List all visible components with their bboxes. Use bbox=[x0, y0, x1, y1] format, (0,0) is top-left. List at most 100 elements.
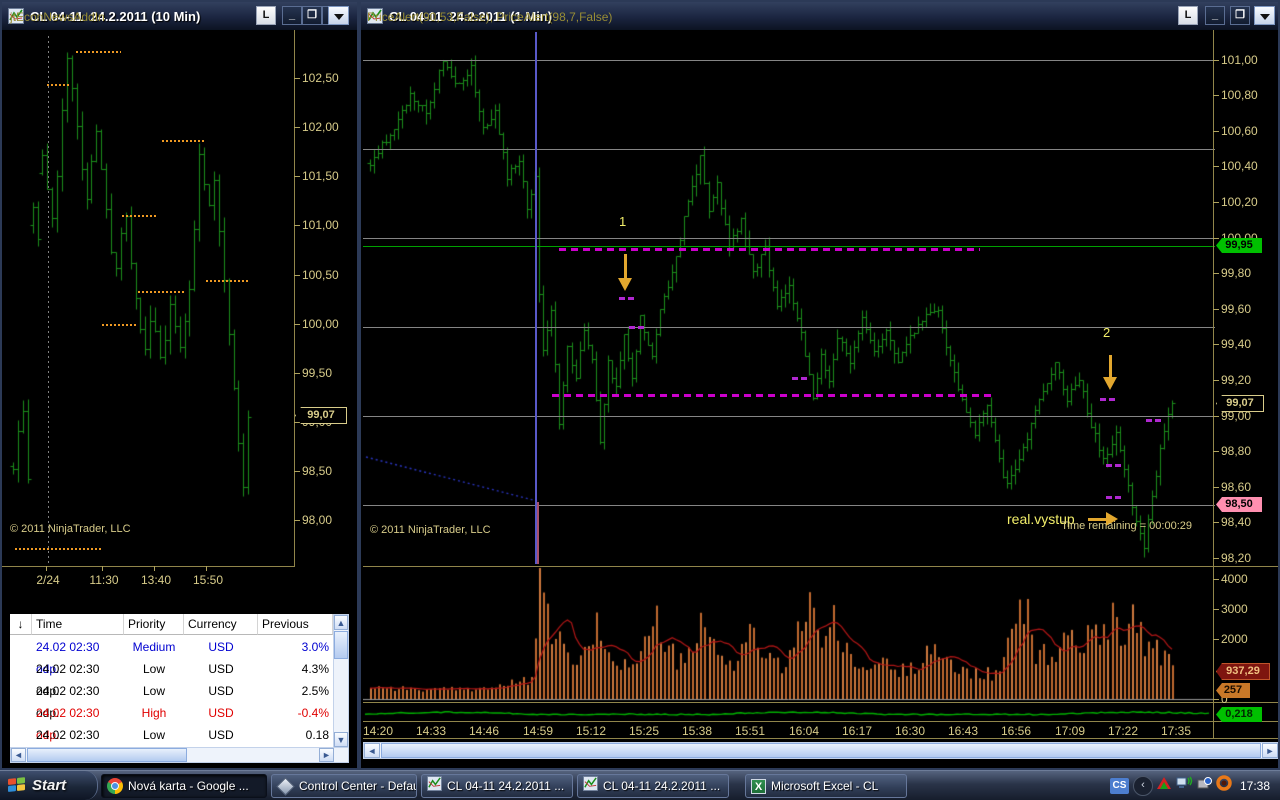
table-cell: High bbox=[141, 706, 167, 720]
titlebar[interactable]: CL 04-11 24.2.2011 (1 Min) bbox=[361, 2, 1278, 30]
time-tick-label: 15:12 bbox=[575, 724, 607, 738]
price-tick bbox=[294, 324, 300, 325]
price-tick bbox=[1213, 60, 1219, 61]
scroll-left-button[interactable]: ◄ bbox=[11, 748, 26, 762]
minimize-button[interactable]: _ bbox=[1205, 6, 1225, 25]
price-tick bbox=[1213, 558, 1219, 559]
time-tick-label: 11:30 bbox=[89, 573, 119, 587]
time-tick-label: 14:33 bbox=[415, 724, 447, 738]
link-button[interactable]: L bbox=[256, 6, 276, 25]
volume-tick bbox=[1213, 579, 1219, 580]
updater-tray-icon[interactable] bbox=[1216, 775, 1232, 796]
order-marker-dash bbox=[1106, 464, 1122, 467]
entry-2-arrow-stem bbox=[1109, 355, 1112, 377]
window-title: CL 04-11 24.2.2011 (10 Min) bbox=[30, 8, 201, 24]
indicator-label: jtEconNewsAddIn bbox=[10, 10, 105, 24]
price-tick-label: 101,00 bbox=[302, 218, 339, 232]
time-tick-label: 13:40 bbox=[140, 573, 172, 587]
taskbar-item[interactable]: Control Center - Default bbox=[271, 774, 417, 798]
order-marker-dash bbox=[1100, 398, 1116, 401]
price-tick-label: 100,40 bbox=[1221, 159, 1258, 173]
entry-2-arrow-icon bbox=[1103, 377, 1117, 390]
taskbar-item[interactable]: CL 04-11 24.2.2011 ... bbox=[577, 774, 729, 798]
price-tick bbox=[1213, 380, 1219, 381]
scroll-thumb[interactable] bbox=[27, 748, 187, 762]
price-chart-canvas-1min[interactable] bbox=[363, 30, 1215, 722]
table-v-scrollbar[interactable]: ▲ ▼ bbox=[333, 614, 349, 747]
current-price-tag: 99,07 bbox=[295, 407, 347, 424]
time-tick-label: 16:30 bbox=[894, 724, 926, 738]
maximize-button[interactable]: ❐ bbox=[1230, 6, 1250, 25]
start-button[interactable]: Start bbox=[0, 771, 98, 800]
time-tick-label: 14:20 bbox=[362, 724, 394, 738]
table-cell: Low bbox=[142, 728, 165, 742]
table-header-cell[interactable]: Previous bbox=[258, 614, 333, 635]
news-time-vline bbox=[535, 32, 537, 564]
scroll-up-button[interactable]: ▲ bbox=[334, 615, 348, 630]
table-h-scrollbar[interactable]: ◄ ► bbox=[10, 747, 349, 763]
price-gridline bbox=[363, 505, 1215, 506]
price-tick bbox=[294, 422, 300, 423]
swing-high-low-line bbox=[15, 548, 103, 550]
table-header-cell[interactable]: Currency bbox=[184, 614, 258, 635]
window-title: CL 04-11 24.2.2011 (1 Min) bbox=[389, 8, 553, 24]
price-tick-label: 100,20 bbox=[1221, 195, 1258, 209]
table-row[interactable]: 24.02 02:30 odp. Low USD 2.5% bbox=[10, 680, 333, 720]
alert-high-tag: 99,95 bbox=[1216, 238, 1262, 253]
table-header-cell[interactable]: Time bbox=[32, 614, 124, 635]
order-marker-dash bbox=[1146, 419, 1162, 422]
taskbar-item[interactable]: Nová karta - Google ... bbox=[101, 774, 267, 798]
price-tick-label: 101,50 bbox=[302, 169, 339, 183]
table-cell bbox=[10, 724, 32, 746]
chart-icon bbox=[8, 8, 24, 24]
tray-chevron-icon[interactable]: ‹ bbox=[1132, 775, 1153, 796]
scroll-down-button[interactable]: ▼ bbox=[334, 732, 348, 747]
price-tick-label: 100,80 bbox=[1221, 88, 1258, 102]
system-tray: CS ‹ 17:38 bbox=[1109, 771, 1280, 800]
table-row[interactable]: 24.02 02:30 odp. Low USD 4.3% bbox=[10, 658, 333, 698]
panel-separator bbox=[363, 721, 1278, 722]
link-button[interactable]: L bbox=[1178, 6, 1198, 25]
time-tick-label: 15:25 bbox=[628, 724, 660, 738]
table-header-cell[interactable]: Priority bbox=[124, 614, 184, 635]
exit-arrow-stem bbox=[1088, 518, 1106, 521]
language-indicator[interactable]: CS bbox=[1109, 777, 1129, 794]
price-tick bbox=[294, 127, 300, 128]
price-tick-label: 102,00 bbox=[302, 120, 339, 134]
order-marker-dash bbox=[792, 377, 808, 380]
scroll-thumb[interactable] bbox=[381, 743, 1261, 758]
price-chart-canvas-10min[interactable] bbox=[2, 30, 292, 572]
chart-dropdown-button[interactable] bbox=[1254, 6, 1275, 25]
price-gridline bbox=[363, 327, 1215, 328]
taskbar-item[interactable]: CL 04-11 24.2.2011 ... bbox=[421, 774, 573, 798]
time-tick-label: 14:46 bbox=[468, 724, 500, 738]
table-cell: 3.0% bbox=[301, 640, 329, 654]
time-tick bbox=[154, 566, 155, 571]
scroll-right-button[interactable]: ► bbox=[319, 748, 334, 762]
table-row[interactable]: 24.02 02:30 odp. High USD -0.4% bbox=[10, 702, 333, 742]
taskbar-item[interactable]: X Microsoft Excel - CL bbox=[745, 774, 907, 798]
table-cell: 24.02 02:30 odp. bbox=[36, 684, 100, 720]
panel-separator bbox=[363, 566, 1278, 567]
maximize-button[interactable]: ❐ bbox=[302, 6, 322, 25]
price-tick-label: 100,00 bbox=[302, 317, 339, 331]
table-cell: -0.4% bbox=[297, 706, 329, 720]
volume-tick bbox=[1213, 609, 1219, 610]
price-axis-line bbox=[1213, 30, 1214, 738]
price-tick bbox=[294, 373, 300, 374]
scroll-right-button[interactable]: ► bbox=[1262, 743, 1278, 758]
network-monitor-tray-icon[interactable] bbox=[1176, 776, 1193, 795]
minimize-button[interactable]: _ bbox=[282, 6, 302, 25]
chart-dropdown-button[interactable] bbox=[328, 6, 349, 25]
bottom-indicator-tag: 0,218 bbox=[1216, 707, 1262, 722]
price-gridline bbox=[363, 149, 1215, 150]
table-row[interactable]: 24.02 02:30 odp. Medium USD 3.0% bbox=[10, 636, 333, 676]
sort-arrow-icon[interactable]: ↓ bbox=[10, 614, 32, 635]
chart-h-scrollbar[interactable]: ◄ ► bbox=[363, 742, 1278, 759]
swing-high-low-line bbox=[162, 140, 206, 142]
antivirus-tray-icon[interactable] bbox=[1156, 776, 1172, 795]
table-row[interactable]: 24.02 02:30 odp. Low USD 0.18 bbox=[10, 724, 333, 764]
scroll-left-button[interactable]: ◄ bbox=[364, 743, 380, 758]
scroll-thumb[interactable] bbox=[334, 631, 348, 659]
device-tray-icon[interactable] bbox=[1197, 776, 1212, 795]
